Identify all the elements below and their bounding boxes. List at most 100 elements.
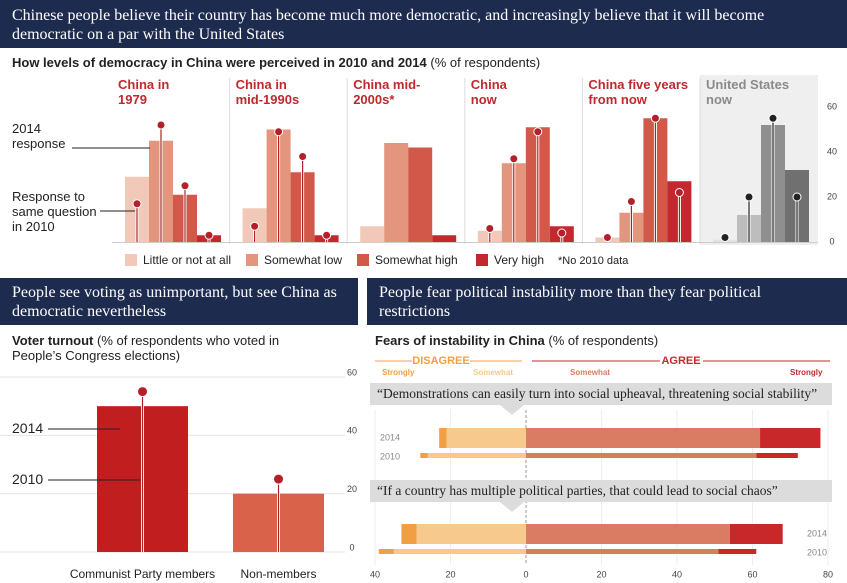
lollipop-dot [533,127,543,137]
lollipop-dot [626,197,636,206]
chart-subtitle: (% of respondents) [430,55,541,70]
x-tick-label: Communist Party members [70,567,215,581]
x-tick-label: 40 [672,569,682,579]
chart-subtitle: (% of respondents who voted in People’s … [12,333,280,363]
bar-segment [439,428,447,448]
bar-segment [427,453,526,458]
lollipop [322,230,332,242]
y-tick-label: 60 [347,367,357,377]
lollipop [298,152,308,242]
lollipop-dot [557,228,567,238]
legend-label: Somewhat high [375,253,458,267]
lollipop [137,386,148,552]
bar-segment [526,428,761,448]
y-tick-label: 0 [349,542,354,552]
x-tick-label: 80 [823,569,833,579]
row-label: 2010 [807,547,827,557]
lollipop-dot [744,192,754,202]
x-tick-label: 0 [523,569,528,579]
bar-segment [420,453,428,458]
y-tick-label: 40 [827,146,837,156]
lollipop-dot [250,221,260,231]
lollipop [626,197,636,242]
chart-title: Voter turnout [12,333,94,348]
lollipop-dot [509,154,519,164]
bar-segment [393,549,526,554]
legend-label: Somewhat low [264,253,343,267]
panel-title: China now [470,77,507,107]
bar-segment [446,428,526,448]
lollipop [533,127,543,242]
chart-heading: Voter turnout (% of respondents who vote… [12,333,312,363]
chart-title: How levels of democracy in China were pe… [12,55,427,70]
lollipop [792,192,802,242]
x-tick-label: 40 [370,569,380,579]
lollipop [602,233,612,242]
panel-title: United States now [706,77,790,107]
lollipop [156,120,166,242]
legend-label: Somewhat [473,368,513,377]
chart-heading: How levels of democracy in China were pe… [12,55,540,70]
lollipop-dot [298,152,308,161]
lollipop [557,228,567,242]
bar-segment [401,524,417,544]
bar [408,147,433,242]
bar-segment [526,549,719,554]
lollipop-dot [132,199,142,209]
lollipop [180,181,190,242]
lollipop-dot [720,233,730,242]
lollipop [250,221,260,242]
lollipop [485,224,495,242]
bar-segment [718,549,757,554]
bar-segment [526,453,757,458]
legend-label: Strongly [790,368,823,377]
row-label: 2010 [380,451,400,461]
lollipop-dot [273,473,284,485]
statement-box [370,383,832,405]
statement: “Demonstrations can easily turn into soc… [377,386,818,401]
group-label: DISAGREE [412,355,469,367]
legend-swatch [476,254,488,266]
statement-pointer [500,405,524,415]
panel-title: China mid-2000s* [353,77,421,107]
annotation: 2014 [12,420,44,436]
bar-segment [378,549,394,554]
lollipop [744,192,754,242]
legend-label: Little or not at all [143,253,232,267]
lollipop [674,188,684,242]
lollipop [509,154,519,242]
lollipop [274,127,284,242]
bar-segment [416,524,526,544]
bar-segment [756,453,798,458]
lollipop-dot [204,230,214,240]
lollipop-dot [156,120,166,130]
lollipop-dot [322,230,332,240]
y-tick-label: 60 [827,101,837,111]
lollipop-dot [768,113,778,123]
bar-segment [526,524,730,544]
group-label: AGREE [661,355,700,367]
chart-subtitle: (% of respondents) [548,333,659,348]
x-tick-label: 20 [596,569,606,579]
annotation: 2014 response [12,121,66,151]
lollipop [768,113,778,242]
statement-pointer [500,502,524,512]
lollipop-dot [137,386,148,398]
lollipop-dot [274,127,284,137]
section-heading: People fear political instability more t… [367,278,847,325]
bar-segment [760,428,821,448]
statement: “If a country has multiple political par… [377,483,778,498]
panel-title: China in mid-1990s [235,77,300,107]
row-label: 2014 [380,432,400,442]
legend-swatch [246,254,258,266]
bar [432,235,457,242]
annotation: Response to same question in 2010 [12,189,97,234]
bar [384,143,409,242]
lollipop-dot [485,224,495,233]
x-tick-label: Non-members [240,567,316,581]
statement-box [370,480,832,502]
bar [360,226,385,242]
annotation: *No 2010 data [558,255,629,267]
